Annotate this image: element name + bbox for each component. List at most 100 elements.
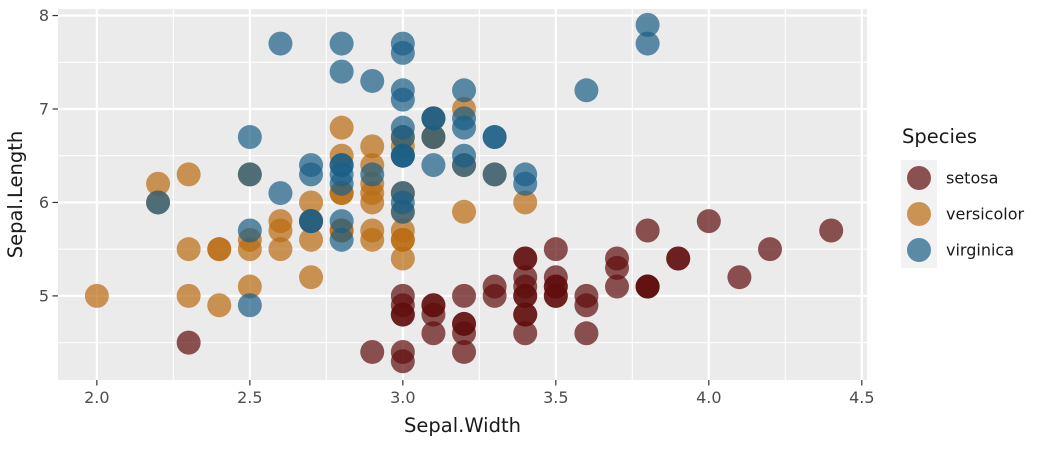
data-point-versicolor: [268, 209, 293, 234]
legend-swatch-setosa: [907, 166, 931, 190]
x-tick-label: 3.5: [543, 388, 568, 407]
data-point-setosa: [421, 293, 446, 318]
data-point-versicolor: [176, 237, 201, 262]
data-point-virginica: [635, 12, 660, 37]
data-point-virginica: [268, 181, 293, 206]
data-point-setosa: [513, 302, 538, 327]
data-point-versicolor: [360, 190, 385, 215]
y-tick-label: 7: [39, 99, 49, 118]
legend: Species setosa versicolor virginica: [901, 125, 1024, 268]
data-point-virginica: [268, 31, 293, 56]
data-point-setosa: [635, 274, 660, 299]
data-point-virginica: [390, 199, 415, 224]
data-point-versicolor: [299, 190, 324, 215]
data-point-setosa: [452, 283, 477, 308]
data-point-versicolor: [329, 115, 354, 140]
data-point-setosa: [452, 321, 477, 346]
y-tick-label: 8: [39, 6, 49, 25]
data-point-setosa: [513, 246, 538, 271]
data-point-virginica: [390, 125, 415, 150]
x-tick-label: 2.5: [237, 388, 262, 407]
data-point-setosa: [390, 339, 415, 364]
data-point-setosa: [543, 283, 568, 308]
data-point-setosa: [482, 283, 507, 308]
data-point-versicolor: [176, 283, 201, 308]
data-point-setosa: [727, 265, 752, 290]
data-point-virginica: [452, 153, 477, 178]
y-tick-label: 6: [39, 193, 49, 212]
data-point-setosa: [513, 321, 538, 346]
data-point-virginica: [237, 218, 262, 243]
data-point-virginica: [390, 31, 415, 56]
data-point-setosa: [819, 218, 844, 243]
data-point-virginica: [360, 162, 385, 187]
data-point-virginica: [146, 190, 171, 215]
data-point-setosa: [696, 209, 721, 234]
data-point-versicolor: [452, 199, 477, 224]
data-point-virginica: [513, 171, 538, 196]
data-point-virginica: [390, 78, 415, 103]
data-point-setosa: [390, 302, 415, 327]
data-point-setosa: [390, 283, 415, 308]
data-point-setosa: [421, 321, 446, 346]
data-point-versicolor: [268, 237, 293, 262]
data-point-setosa: [543, 237, 568, 262]
data-point-versicolor: [237, 237, 262, 262]
data-point-versicolor: [176, 162, 201, 187]
data-point-versicolor: [146, 171, 171, 196]
data-point-setosa: [513, 274, 538, 299]
data-point-versicolor: [360, 134, 385, 159]
data-point-setosa: [758, 237, 783, 262]
data-point-setosa: [666, 246, 691, 271]
data-point-virginica: [237, 162, 262, 187]
data-point-versicolor: [513, 190, 538, 215]
x-tick-label: 4.0: [696, 388, 721, 407]
data-point-virginica: [452, 78, 477, 103]
data-point-setosa: [360, 339, 385, 364]
data-point-virginica: [237, 293, 262, 318]
series-virginica: [146, 12, 660, 318]
data-point-virginica: [390, 143, 415, 168]
series-setosa: [176, 209, 844, 374]
legend-label: versicolor: [946, 205, 1024, 224]
data-point-setosa: [176, 330, 201, 355]
data-point-virginica: [574, 78, 599, 103]
data-point-setosa: [605, 255, 630, 280]
data-point-setosa: [605, 274, 630, 299]
data-point-versicolor: [299, 227, 324, 252]
data-point-virginica: [329, 59, 354, 84]
data-point-virginica: [421, 125, 446, 150]
data-point-versicolor: [237, 274, 262, 299]
x-tick-label: 4.5: [849, 388, 874, 407]
data-point-setosa: [574, 293, 599, 318]
data-point-versicolor: [84, 283, 109, 308]
data-point-virginica: [421, 106, 446, 131]
legend-swatch-versicolor: [907, 202, 931, 226]
legend-label: setosa: [946, 169, 998, 188]
data-point-virginica: [482, 162, 507, 187]
data-point-setosa: [452, 339, 477, 364]
data-point-virginica: [452, 115, 477, 140]
x-axis-title: Sepal.Width: [404, 414, 521, 437]
data-point-virginica: [360, 68, 385, 93]
data-point-setosa: [574, 321, 599, 346]
legend-label: virginica: [946, 241, 1014, 260]
data-point-versicolor: [360, 218, 385, 243]
data-point-virginica: [299, 209, 324, 234]
x-tick-label: 3.0: [390, 388, 415, 407]
legend-swatch-virginica: [907, 238, 931, 262]
y-tick-label: 5: [39, 286, 49, 305]
data-point-setosa: [543, 265, 568, 290]
data-point-versicolor: [390, 218, 415, 243]
data-point-setosa: [635, 218, 660, 243]
data-point-virginica: [329, 162, 354, 187]
y-axis-title: Sepal.Length: [4, 131, 27, 259]
data-point-virginica: [482, 125, 507, 150]
x-tick-label: 2.0: [84, 388, 109, 407]
data-point-versicolor: [207, 237, 232, 262]
data-point-virginica: [329, 227, 354, 252]
data-point-virginica: [237, 125, 262, 150]
legend-title: Species: [902, 125, 977, 148]
